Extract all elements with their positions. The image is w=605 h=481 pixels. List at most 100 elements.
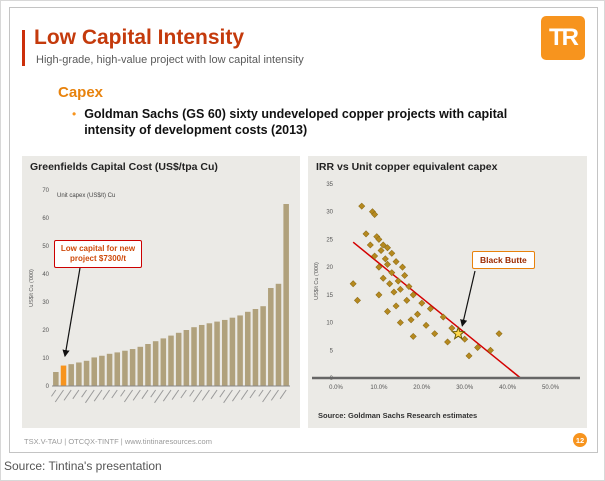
company-logo: TR xyxy=(541,16,585,60)
bar xyxy=(160,338,167,386)
scatter-point xyxy=(418,299,426,307)
bar-chart-panel: Greenfields Capital Cost (US$/tpa Cu) 0 1… xyxy=(22,156,300,428)
scatter-point xyxy=(366,241,374,249)
bar xyxy=(114,352,121,386)
bar xyxy=(221,319,228,386)
bar xyxy=(237,315,243,386)
svg-text:5: 5 xyxy=(330,348,334,354)
image-caption: Source: Tintina's presentation xyxy=(4,459,162,473)
bar xyxy=(129,349,136,386)
scatter-chart-title: IRR vs Unit copper equivalent capex xyxy=(316,161,498,173)
chart-source-note: Source: Goldman Sachs Research estimates xyxy=(318,411,478,420)
scatter-point xyxy=(465,352,473,360)
svg-text:50.0%: 50.0% xyxy=(542,385,560,391)
scatter-point xyxy=(381,255,389,263)
scatter-point xyxy=(399,263,406,271)
scatter-point xyxy=(495,330,503,338)
svg-text:50: 50 xyxy=(42,244,49,250)
scatter-point xyxy=(384,260,391,268)
scatter-point xyxy=(379,274,387,282)
bullet-item: • Goldman Sachs (GS 60) sixty undevelope… xyxy=(72,106,540,138)
bar xyxy=(68,364,74,386)
bar xyxy=(275,283,282,386)
slide-title: Low Capital Intensity xyxy=(34,26,245,49)
scatter-point xyxy=(384,308,391,315)
svg-text:30.0%: 30.0% xyxy=(456,385,474,391)
bar xyxy=(245,311,251,386)
presentation-slide: Low Capital Intensity High-grade, high-v… xyxy=(9,7,598,453)
svg-text:20: 20 xyxy=(42,328,49,334)
bar-chart-title: Greenfields Capital Cost (US$/tpa Cu) xyxy=(30,161,218,173)
scatter-point xyxy=(403,296,411,304)
scatter-point xyxy=(358,202,366,210)
svg-text:60: 60 xyxy=(42,216,49,222)
low-capital-callout: Low capital for new project $7300/t xyxy=(54,240,142,268)
bullet-text: Goldman Sachs (GS 60) sixty undeveloped … xyxy=(84,107,508,137)
svg-text:10: 10 xyxy=(42,356,49,362)
scatter-point xyxy=(448,324,456,332)
scatter-point xyxy=(431,330,439,338)
bar xyxy=(168,335,174,386)
svg-text:15: 15 xyxy=(326,293,333,299)
bar-chart: 0 10 20 30 40 50 60 70 US$/t Cu ('000) Unit capex… xyxy=(26,176,294,421)
scatter-point xyxy=(392,302,400,310)
black-butte-callout: Black Butte xyxy=(472,251,535,269)
title-accent-bar xyxy=(22,30,25,66)
bar xyxy=(252,309,259,386)
svg-text:0.0%: 0.0% xyxy=(329,385,343,391)
scatter-point xyxy=(396,285,404,293)
scatter-point xyxy=(422,321,430,329)
scatter-point xyxy=(444,338,452,346)
bar xyxy=(83,360,90,386)
bar xyxy=(175,332,182,386)
bar xyxy=(206,323,213,386)
bar xyxy=(91,357,97,386)
bar xyxy=(152,341,159,386)
bar xyxy=(137,346,144,386)
bar xyxy=(53,372,59,386)
scatter-point xyxy=(371,211,379,218)
scatter-point xyxy=(349,280,357,288)
bar xyxy=(145,344,151,386)
scatter-point xyxy=(375,235,383,243)
bar xyxy=(260,306,266,386)
svg-text:70: 70 xyxy=(42,188,49,194)
scatter-point xyxy=(392,258,400,266)
svg-text:35: 35 xyxy=(326,182,333,188)
svg-text:10.0%: 10.0% xyxy=(370,385,388,391)
bar-chart-svg: 0 10 20 30 40 50 60 70 US$/t Cu ('000) Unit capex… xyxy=(29,188,290,404)
svg-text:US$/t Cu ('000): US$/t Cu ('000) xyxy=(29,269,35,307)
scatter-point xyxy=(379,241,387,249)
scatter-chart-panel: IRR vs Unit copper equivalent capex 0510… xyxy=(308,156,587,428)
scatter-chart: 051015202530350.0%10.0%20.0%30.0%40.0%50… xyxy=(312,176,580,421)
scatter-point xyxy=(377,247,385,254)
scatter-point xyxy=(384,244,391,252)
svg-text:20.0%: 20.0% xyxy=(413,385,431,391)
svg-text:30: 30 xyxy=(42,300,49,306)
bar xyxy=(198,324,205,386)
scatter-point xyxy=(375,291,383,299)
scatter-point xyxy=(401,271,409,279)
scatter-point xyxy=(426,305,434,313)
svg-text:25: 25 xyxy=(326,237,333,243)
page-number-badge: 12 xyxy=(573,433,587,447)
scatter-point xyxy=(388,269,396,277)
scatter-point xyxy=(362,230,370,238)
scatter-point xyxy=(371,252,379,260)
scatter-point xyxy=(405,283,413,291)
scatter-point xyxy=(439,313,447,321)
scatter-point xyxy=(409,332,417,340)
company-logo-text: TR xyxy=(549,24,579,51)
svg-text:Unit capex (US$/t) Cu: Unit capex (US$/t) Cu xyxy=(57,193,115,199)
slide-footer-text: TSX.V-TAU | OTCQX-TINTF | www.tintinares… xyxy=(24,437,212,446)
svg-text:0: 0 xyxy=(46,384,50,390)
bar xyxy=(76,362,82,386)
slide-subtitle: High-grade, high-value project with low … xyxy=(36,54,304,66)
svg-text:US$/t Cu ('000): US$/t Cu ('000) xyxy=(314,262,320,300)
bar xyxy=(283,204,289,386)
scatter-point xyxy=(474,344,482,351)
scatter-point xyxy=(407,316,415,324)
bar xyxy=(268,288,274,386)
scatter-point xyxy=(396,319,404,327)
